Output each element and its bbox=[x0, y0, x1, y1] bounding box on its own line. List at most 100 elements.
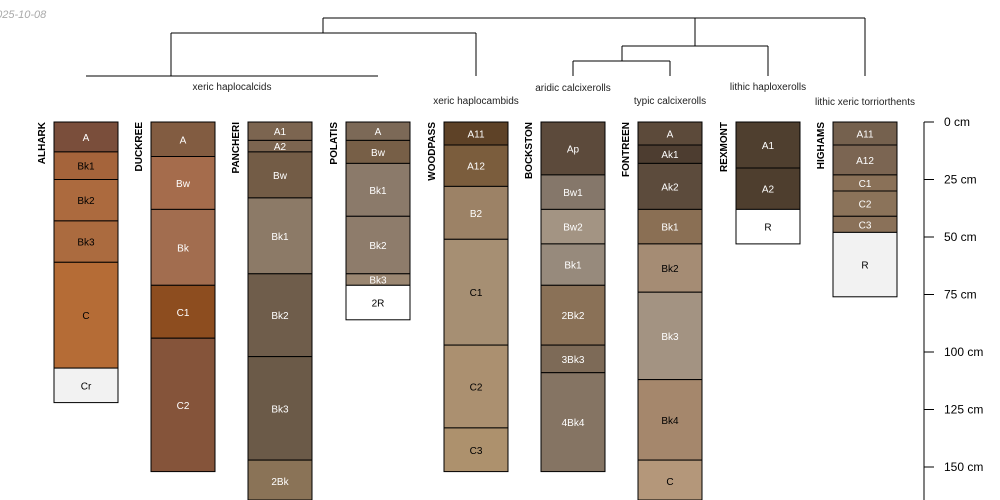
group-label-lithic-haploxerolls: lithic haploxerolls bbox=[730, 82, 806, 93]
profile-bockston: Ap Bw1 Bw2 Bk1 2Bk2 3Bk3 4Bk4 BOCKSTON bbox=[524, 121, 606, 473]
group-label-lithic-xeric-torriorthents: lithic xeric torriorthents bbox=[815, 97, 915, 108]
profile-pancheri: A1 A2 Bw Bk1 Bk2 Bk3 2Bk PANCHERI bbox=[231, 121, 313, 500]
depth-tick-label: 150 cm bbox=[944, 460, 983, 474]
profile-name-alhark: ALHARK bbox=[37, 121, 48, 164]
horizon-label-polatis-bk2: Bk2 bbox=[369, 241, 387, 252]
horizon-pancheri-bk3 bbox=[247, 356, 313, 461]
horizon-label-duckree-c2: C2 bbox=[177, 401, 190, 412]
profile-name-bockston: BOCKSTON bbox=[524, 122, 535, 179]
horizon-label-duckree-c1: C1 bbox=[177, 308, 190, 319]
horizon-label-highams-c1: C1 bbox=[859, 179, 872, 190]
horizon-woodpass-b2 bbox=[443, 185, 509, 240]
horizon-label-duckree-bk: Bk bbox=[177, 243, 190, 254]
dendrogram bbox=[86, 17, 866, 77]
horizon-label-fontreen-ak1: Ak1 bbox=[661, 150, 679, 161]
profile-name-duckree: DUCKREE bbox=[134, 122, 145, 172]
horizon-label-alhark-cr: Cr bbox=[81, 381, 92, 392]
horizon-rexmont-a1 bbox=[735, 121, 801, 169]
horizon-duckree-bk bbox=[150, 208, 216, 286]
profile-rexmont: A1 A2 R REXMONT bbox=[719, 121, 801, 245]
horizon-label-fontreen-ak2: Ak2 bbox=[661, 182, 679, 193]
horizon-label-fontreen-a: A bbox=[667, 130, 674, 141]
horizon-bockston-bk1 bbox=[540, 243, 606, 286]
horizon-label-rexmont-a2: A2 bbox=[762, 185, 775, 196]
horizon-label-rexmont-a1: A1 bbox=[762, 141, 775, 152]
horizon-label-woodpass-a11: A11 bbox=[467, 130, 484, 141]
date-stamp: 2025-10-08 bbox=[0, 9, 47, 21]
depth-tick-label: 25 cm bbox=[944, 173, 977, 187]
horizon-label-polatis-2r: 2R bbox=[372, 299, 385, 310]
horizon-bockston-3bk3 bbox=[540, 344, 606, 374]
horizon-label-fontreen-bk2: Bk2 bbox=[661, 264, 679, 275]
horizon-pancheri-bk2 bbox=[247, 273, 313, 358]
horizon-label-woodpass-c2: C2 bbox=[470, 383, 483, 394]
profile-name-polatis: POLATIS bbox=[329, 122, 340, 165]
horizon-label-bockston-bw2: Bw2 bbox=[563, 223, 583, 234]
horizon-polatis-bk1 bbox=[345, 162, 411, 217]
horizon-label-pancheri-bk1: Bk1 bbox=[271, 232, 289, 243]
horizon-alhark-bk3 bbox=[53, 220, 119, 263]
horizon-label-highams-a11: A11 bbox=[856, 130, 873, 141]
horizon-label-duckree-bw: Bw bbox=[176, 179, 191, 190]
horizon-label-bockston-2bk2: 2Bk2 bbox=[562, 311, 585, 322]
horizon-label-woodpass-b2: B2 bbox=[470, 209, 483, 220]
horizon-label-pancheri-bk3: Bk3 bbox=[271, 404, 289, 415]
horizon-label-alhark-bk1: Bk1 bbox=[77, 162, 95, 173]
horizon-alhark-bk2 bbox=[53, 179, 119, 222]
profile-name-fontreen: FONTREEN bbox=[621, 122, 632, 177]
horizon-label-alhark-c: C bbox=[82, 311, 89, 322]
horizon-pancheri-bw bbox=[247, 151, 313, 199]
group-label-xeric-haplocalcids: xeric haplocalcids bbox=[193, 82, 272, 93]
horizon-alhark-c bbox=[53, 261, 119, 369]
horizon-label-pancheri-a2: A2 bbox=[274, 142, 287, 153]
profile-polatis: A Bw Bk1 Bk2 Bk3 2R POLATIS bbox=[329, 121, 411, 321]
profile-name-rexmont: REXMONT bbox=[719, 122, 730, 172]
horizon-label-bockston-ap: Ap bbox=[567, 144, 580, 155]
horizon-label-woodpass-c1: C1 bbox=[470, 288, 483, 299]
horizon-label-polatis-bk3: Bk3 bbox=[369, 276, 387, 287]
horizon-label-alhark-bk2: Bk2 bbox=[77, 196, 95, 207]
profile-name-pancheri: PANCHERI bbox=[231, 122, 242, 174]
horizon-label-polatis-a: A bbox=[375, 127, 382, 138]
profile-alhark: A Bk1 Bk2 Bk3 C Cr ALHARK bbox=[37, 121, 119, 404]
group-label-typic-calcixerolls: typic calcixerolls bbox=[634, 96, 706, 107]
horizon-label-bockston-4bk4: 4Bk4 bbox=[562, 418, 585, 429]
depth-tick-label: 0 cm bbox=[944, 115, 970, 129]
depth-tick-label: 75 cm bbox=[944, 288, 977, 302]
horizon-label-highams-c2: C2 bbox=[859, 200, 872, 211]
depth-tick-label: 125 cm bbox=[944, 403, 983, 417]
horizon-alhark-cr bbox=[53, 367, 119, 404]
horizon-label-highams-c3: C3 bbox=[859, 220, 872, 231]
profile-fontreen: A Ak1 Ak2 Bk1 Bk2 Bk3 Bk4 C FONTREEN bbox=[621, 121, 703, 500]
horizon-pancheri-bk1 bbox=[247, 197, 313, 275]
horizon-label-woodpass-a12: A12 bbox=[467, 162, 485, 173]
horizon-label-duckree-a: A bbox=[180, 135, 187, 146]
horizon-polatis-bk2 bbox=[345, 215, 411, 275]
profile-highams: A11 A12 C1 C2 C3 R HIGHAMS bbox=[816, 121, 898, 298]
profile-name-highams: HIGHAMS bbox=[816, 122, 827, 170]
group-labels: xeric haplocalcids xeric haplocambids ar… bbox=[193, 82, 915, 108]
horizon-label-pancheri-bk2: Bk2 bbox=[271, 311, 289, 322]
horizon-label-alhark-bk3: Bk3 bbox=[77, 238, 95, 249]
profile-name-woodpass: WOODPASS bbox=[427, 122, 438, 181]
horizon-label-pancheri-bw: Bw bbox=[273, 171, 288, 182]
depth-tick-label: 50 cm bbox=[944, 230, 977, 244]
horizon-highams-a12 bbox=[832, 144, 898, 176]
horizon-woodpass-c3 bbox=[443, 427, 509, 473]
horizon-label-fontreen-bk3: Bk3 bbox=[661, 332, 679, 343]
horizon-bockston-4bk4 bbox=[540, 372, 606, 473]
horizon-fontreen-bk1 bbox=[637, 208, 703, 245]
depth-axis: 0 cm 25 cm 50 cm 75 cm 100 cm 125 cm 150 cm bbox=[923, 115, 983, 500]
horizon-pancheri-2bk bbox=[247, 459, 313, 500]
profile-duckree: A Bw Bk C1 C2 DUCKREE bbox=[134, 121, 216, 473]
horizon-duckree-bw bbox=[150, 156, 216, 210]
horizon-woodpass-c1 bbox=[443, 238, 509, 346]
horizon-label-highams-a12: A12 bbox=[856, 156, 874, 167]
horizon-label-rexmont-r: R bbox=[764, 223, 771, 234]
depth-tick-label: 100 cm bbox=[944, 345, 983, 359]
horizon-rexmont-a2 bbox=[735, 167, 801, 210]
group-label-xeric-haplocambids: xeric haplocambids bbox=[433, 96, 519, 107]
horizon-duckree-a bbox=[150, 121, 216, 157]
